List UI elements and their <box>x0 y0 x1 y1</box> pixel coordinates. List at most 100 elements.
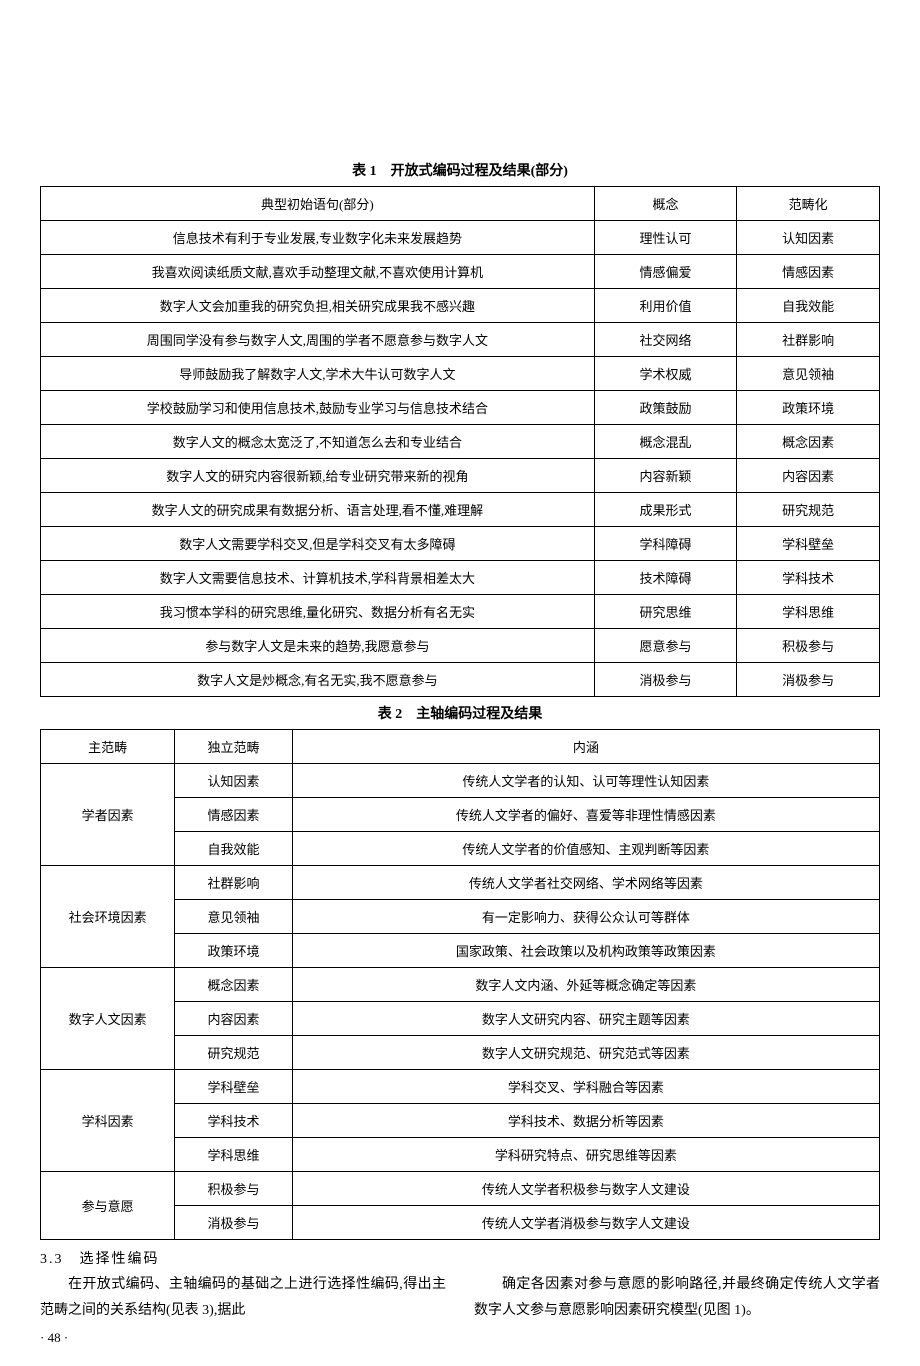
table-row: 我喜欢阅读纸质文献,喜欢手动整理文献,不喜欢使用计算机情感偏爱情感因素 <box>41 255 880 289</box>
table-row: 数字人文是炒概念,有名无实,我不愿意参与消极参与消极参与 <box>41 663 880 697</box>
table1-cell-stmt: 我喜欢阅读纸质文献,喜欢手动整理文献,不喜欢使用计算机 <box>41 255 595 289</box>
table1-cell-concept: 技术障碍 <box>594 561 737 595</box>
table1-cell-concept: 消极参与 <box>594 663 737 697</box>
table2-cell-ind: 社群影响 <box>175 866 292 900</box>
table2-header-ind: 独立范畴 <box>175 730 292 764</box>
table2-cell-main: 学科因素 <box>41 1070 175 1172</box>
table1-cell-stmt: 我习惯本学科的研究思维,量化研究、数据分析有名无实 <box>41 595 595 629</box>
page-number: · 48 · <box>40 1330 880 1346</box>
table2-cell-ind: 自我效能 <box>175 832 292 866</box>
table1-cell-stmt: 导师鼓励我了解数字人文,学术大牛认可数字人文 <box>41 357 595 391</box>
table1-cell-category: 政策环境 <box>737 391 880 425</box>
table2-cell-desc: 传统人文学者的认知、认可等理性认知因素 <box>292 764 879 798</box>
table1-cell-stmt: 数字人文的概念太宽泛了,不知道怎么去和专业结合 <box>41 425 595 459</box>
table1-cell-concept: 愿意参与 <box>594 629 737 663</box>
table1-cell-category: 概念因素 <box>737 425 880 459</box>
table2: 主范畴 独立范畴 内涵 学者因素认知因素传统人文学者的认知、认可等理性认知因素情… <box>40 729 880 1240</box>
table2-cell-main: 学者因素 <box>41 764 175 866</box>
table1-cell-concept: 情感偏爱 <box>594 255 737 289</box>
table1-cell-stmt: 数字人文的研究成果有数据分析、语言处理,看不懂,难理解 <box>41 493 595 527</box>
table1-cell-category: 学科思维 <box>737 595 880 629</box>
table2-cell-ind: 学科思维 <box>175 1138 292 1172</box>
table2-cell-main: 参与意愿 <box>41 1172 175 1240</box>
body-text-left: 在开放式编码、主轴编码的基础之上进行选择性编码,得出主范畴之间的关系结构(见表 … <box>40 1272 446 1324</box>
section-heading: 3.3 选择性编码 <box>40 1248 880 1268</box>
table2-cell-desc: 国家政策、社会政策以及机构政策等政策因素 <box>292 934 879 968</box>
table1-cell-category: 认知因素 <box>737 221 880 255</box>
table-row: 学者因素认知因素传统人文学者的认知、认可等理性认知因素 <box>41 764 880 798</box>
table-row: 社会环境因素社群影响传统人文学者社交网络、学术网络等因素 <box>41 866 880 900</box>
table1-cell-concept: 内容新颖 <box>594 459 737 493</box>
table1-cell-category: 学科技术 <box>737 561 880 595</box>
table-row: 周围同学没有参与数字人文,周围的学者不愿意参与数字人文社交网络社群影响 <box>41 323 880 357</box>
table2-cell-ind: 消极参与 <box>175 1206 292 1240</box>
table2-cell-ind: 概念因素 <box>175 968 292 1002</box>
table1-cell-category: 情感因素 <box>737 255 880 289</box>
table-row: 数字人文因素概念因素数字人文内涵、外延等概念确定等因素 <box>41 968 880 1002</box>
table2-cell-desc: 数字人文研究内容、研究主题等因素 <box>292 1002 879 1036</box>
table1-cell-concept: 研究思维 <box>594 595 737 629</box>
table2-cell-ind: 政策环境 <box>175 934 292 968</box>
table1-cell-stmt: 数字人文需要学科交叉,但是学科交叉有太多障碍 <box>41 527 595 561</box>
table-row: 导师鼓励我了解数字人文,学术大牛认可数字人文学术权威意见领袖 <box>41 357 880 391</box>
table1-cell-concept: 理性认可 <box>594 221 737 255</box>
table-row: 参与数字人文是未来的趋势,我愿意参与愿意参与积极参与 <box>41 629 880 663</box>
table2-cell-desc: 传统人文学者积极参与数字人文建设 <box>292 1172 879 1206</box>
table2-header-main: 主范畴 <box>41 730 175 764</box>
table2-cell-ind: 情感因素 <box>175 798 292 832</box>
body-col-left: 在开放式编码、主轴编码的基础之上进行选择性编码,得出主范畴之间的关系结构(见表 … <box>40 1272 446 1324</box>
table1-cell-stmt: 数字人文需要信息技术、计算机技术,学科背景相差太大 <box>41 561 595 595</box>
body-columns: 在开放式编码、主轴编码的基础之上进行选择性编码,得出主范畴之间的关系结构(见表 … <box>40 1272 880 1324</box>
table1-cell-category: 学科壁垒 <box>737 527 880 561</box>
table2-cell-main: 社会环境因素 <box>41 866 175 968</box>
table2-header-row: 主范畴 独立范畴 内涵 <box>41 730 880 764</box>
table-row: 数字人文需要信息技术、计算机技术,学科背景相差太大技术障碍学科技术 <box>41 561 880 595</box>
table2-cell-desc: 传统人文学者的偏好、喜爱等非理性情感因素 <box>292 798 879 832</box>
table1-cell-stmt: 参与数字人文是未来的趋势,我愿意参与 <box>41 629 595 663</box>
table2-cell-desc: 学科技术、数据分析等因素 <box>292 1104 879 1138</box>
table2-cell-main: 数字人文因素 <box>41 968 175 1070</box>
table-row: 学校鼓励学习和使用信息技术,鼓励专业学习与信息技术结合政策鼓励政策环境 <box>41 391 880 425</box>
table1-header-row: 典型初始语句(部分) 概念 范畴化 <box>41 187 880 221</box>
table2-cell-ind: 认知因素 <box>175 764 292 798</box>
table1-cell-category: 积极参与 <box>737 629 880 663</box>
table2-cell-desc: 学科研究特点、研究思维等因素 <box>292 1138 879 1172</box>
table2-header-desc: 内涵 <box>292 730 879 764</box>
table2-cell-desc: 数字人文内涵、外延等概念确定等因素 <box>292 968 879 1002</box>
table1-cell-category: 内容因素 <box>737 459 880 493</box>
table1-cell-concept: 学科障碍 <box>594 527 737 561</box>
table2-cell-desc: 传统人文学者消极参与数字人文建设 <box>292 1206 879 1240</box>
table-row: 学科因素学科壁垒学科交叉、学科融合等因素 <box>41 1070 880 1104</box>
body-text-right: 确定各因素对参与意愿的影响路径,并最终确定传统人文学者数字人文参与意愿影响因素研… <box>474 1272 880 1324</box>
table2-caption: 表 2 主轴编码过程及结果 <box>40 703 880 723</box>
table1-cell-category: 自我效能 <box>737 289 880 323</box>
table1-cell-category: 社群影响 <box>737 323 880 357</box>
table2-cell-ind: 研究规范 <box>175 1036 292 1070</box>
table1-cell-concept: 社交网络 <box>594 323 737 357</box>
table2-cell-ind: 学科技术 <box>175 1104 292 1138</box>
table1-cell-stmt: 信息技术有利于专业发展,专业数字化未来发展趋势 <box>41 221 595 255</box>
table2-cell-desc: 传统人文学者社交网络、学术网络等因素 <box>292 866 879 900</box>
table-row: 数字人文的研究内容很新颖,给专业研究带来新的视角内容新颖内容因素 <box>41 459 880 493</box>
table1-cell-category: 消极参与 <box>737 663 880 697</box>
table-row: 数字人文会加重我的研究负担,相关研究成果我不感兴趣利用价值自我效能 <box>41 289 880 323</box>
table1-cell-concept: 政策鼓励 <box>594 391 737 425</box>
table1-cell-category: 研究规范 <box>737 493 880 527</box>
table1-cell-concept: 利用价值 <box>594 289 737 323</box>
table-row: 数字人文的概念太宽泛了,不知道怎么去和专业结合概念混乱概念因素 <box>41 425 880 459</box>
table-row: 数字人文的研究成果有数据分析、语言处理,看不懂,难理解成果形式研究规范 <box>41 493 880 527</box>
table2-cell-ind: 学科壁垒 <box>175 1070 292 1104</box>
table-row: 信息技术有利于专业发展,专业数字化未来发展趋势理性认可认知因素 <box>41 221 880 255</box>
table1-header-stmt: 典型初始语句(部分) <box>41 187 595 221</box>
table1-caption: 表 1 开放式编码过程及结果(部分) <box>40 160 880 180</box>
table1-cell-stmt: 数字人文会加重我的研究负担,相关研究成果我不感兴趣 <box>41 289 595 323</box>
table-row: 数字人文需要学科交叉,但是学科交叉有太多障碍学科障碍学科壁垒 <box>41 527 880 561</box>
table1-cell-stmt: 数字人文是炒概念,有名无实,我不愿意参与 <box>41 663 595 697</box>
table1-cell-concept: 学术权威 <box>594 357 737 391</box>
table-row: 我习惯本学科的研究思维,量化研究、数据分析有名无实研究思维学科思维 <box>41 595 880 629</box>
table2-cell-ind: 内容因素 <box>175 1002 292 1036</box>
table1-cell-stmt: 周围同学没有参与数字人文,周围的学者不愿意参与数字人文 <box>41 323 595 357</box>
table2-cell-desc: 传统人文学者的价值感知、主观判断等因素 <box>292 832 879 866</box>
table1-cell-concept: 概念混乱 <box>594 425 737 459</box>
table2-cell-desc: 学科交叉、学科融合等因素 <box>292 1070 879 1104</box>
